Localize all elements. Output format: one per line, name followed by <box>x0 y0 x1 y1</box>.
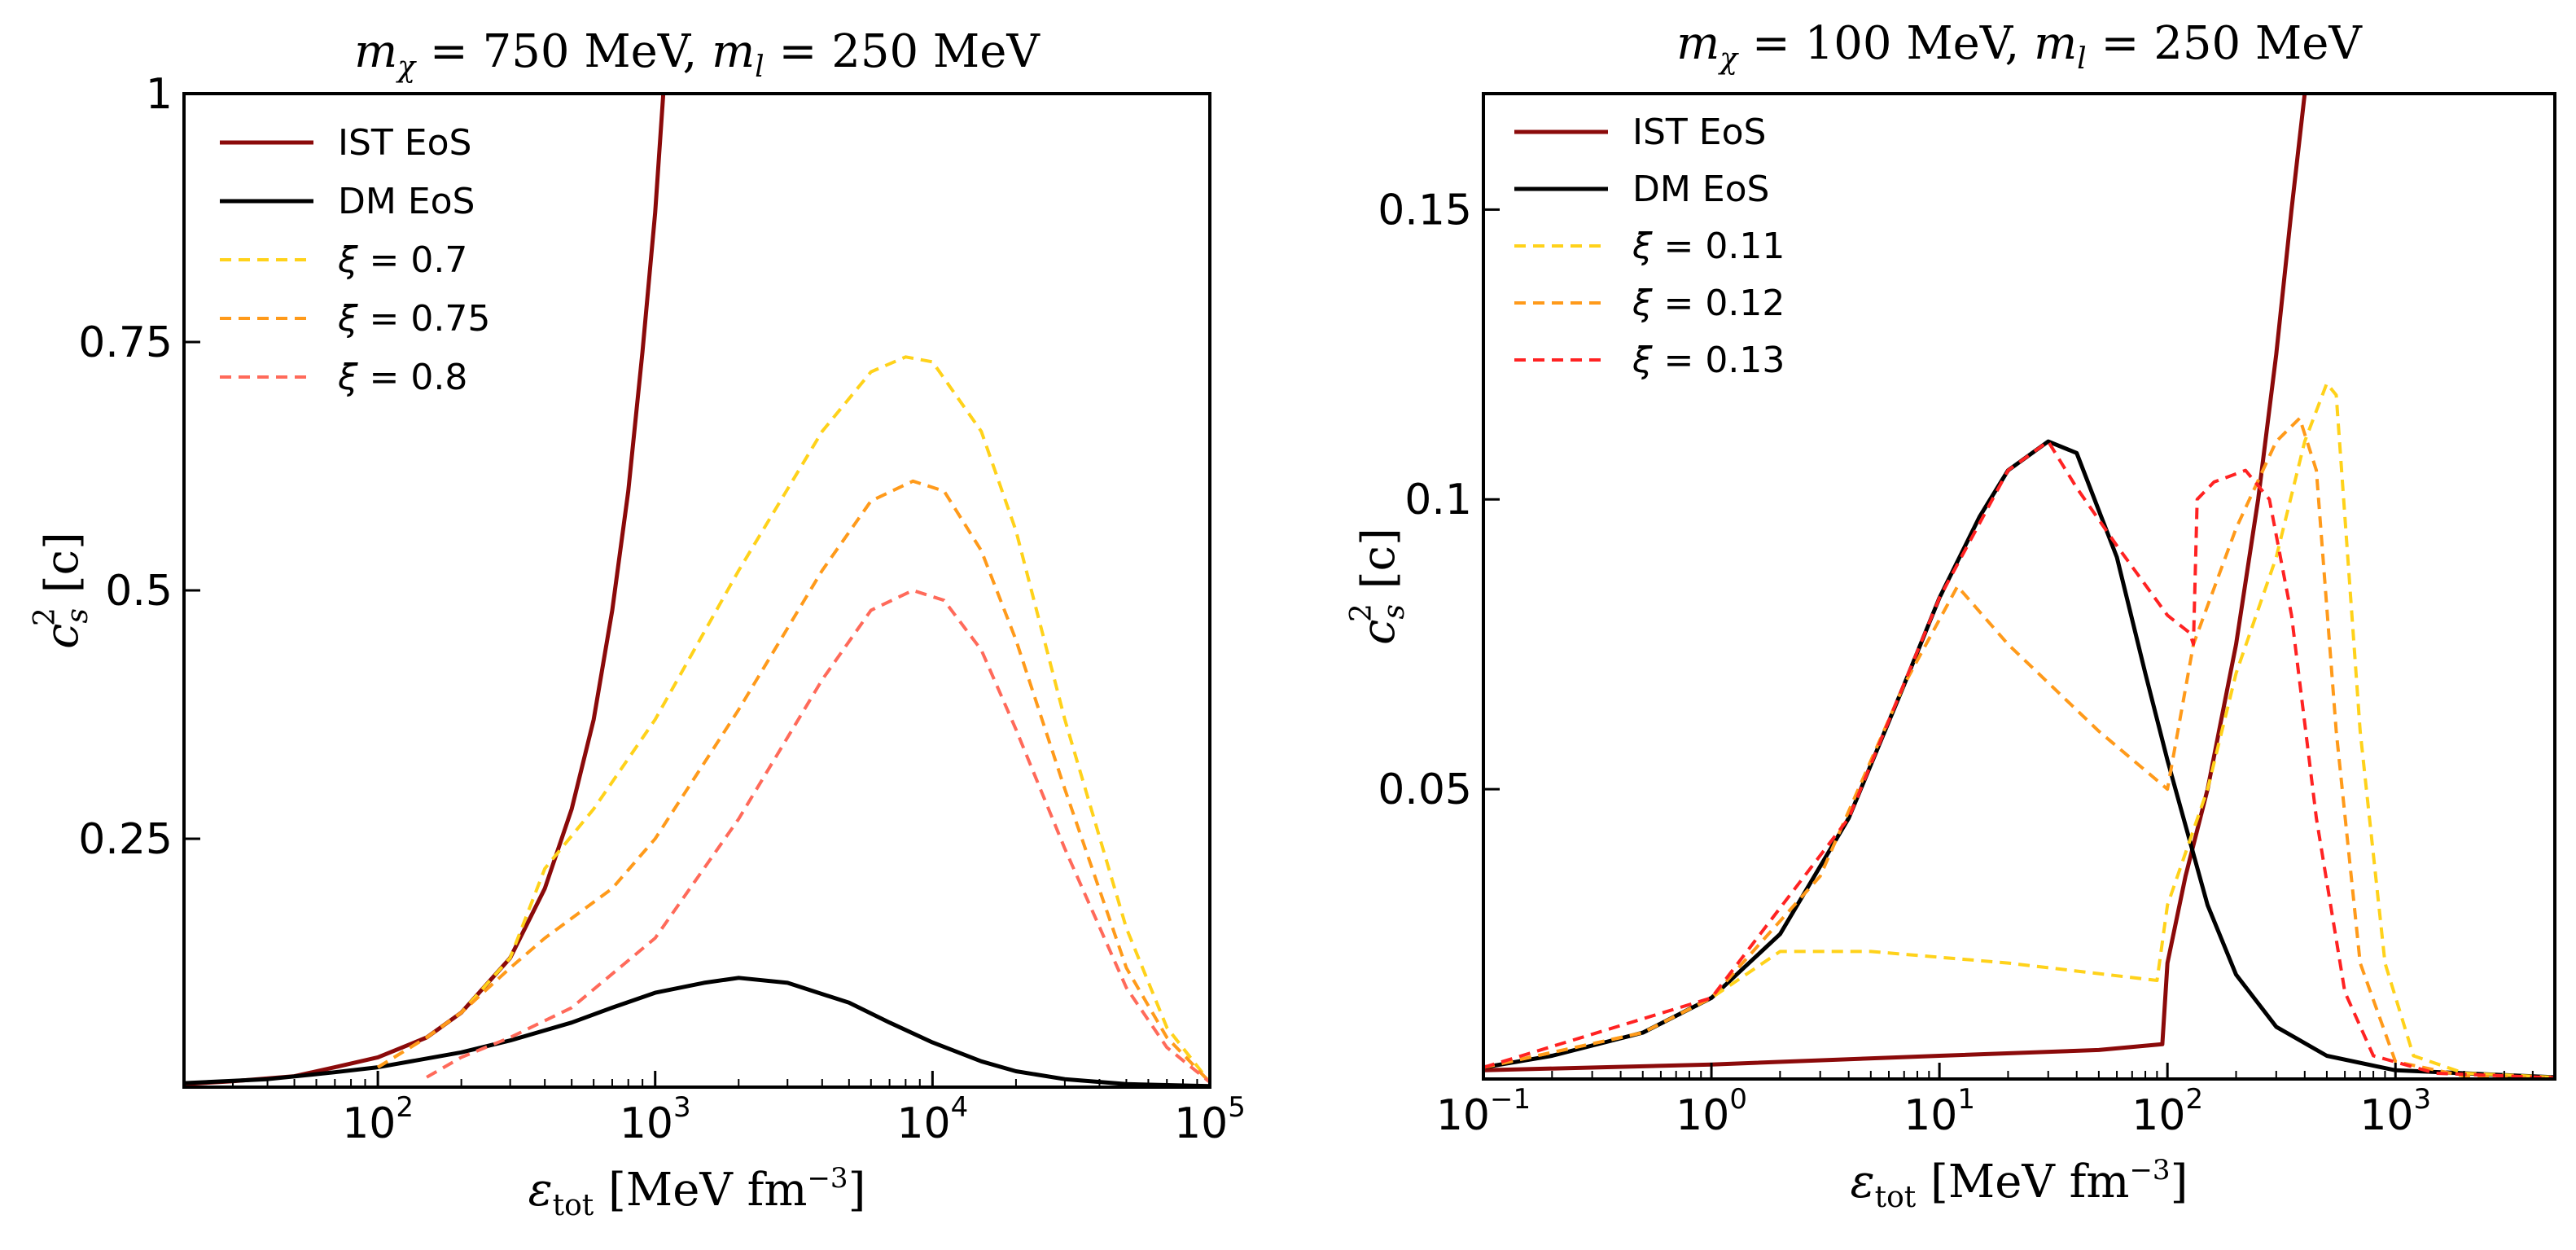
right-xtick-label: 100 <box>1676 1083 1747 1140</box>
right-series-xi-0-13 <box>1483 440 2555 1079</box>
right-chart-title: mχ = 100 MeV, ml = 250 MeV <box>1676 17 2363 76</box>
left-chart-legend: IST EoS DM EoS ξ = 0.7 ξ = 0.75 ξ = 0.8 <box>220 122 490 398</box>
left-series-xi-0-75 <box>377 479 1210 1084</box>
right-legend-label-xi-0-11: ξ = 0.11 <box>1632 226 1785 267</box>
right-series-xi-0-12 <box>1483 416 2555 1079</box>
left-ytick-label: 0.75 <box>78 318 173 367</box>
left-xtick-label: 105 <box>1174 1091 1246 1148</box>
left-series-ist-eos <box>184 94 666 1086</box>
right-ytick-label: 0.1 <box>1404 476 1472 524</box>
left-xtick-label: 104 <box>896 1091 968 1148</box>
left-chart-ylabel: cs2 [c] <box>28 532 94 649</box>
right-chart-xlabel: εtot [MeV fm−3] <box>1851 1154 2188 1214</box>
right-ytick-label: 0.05 <box>1378 765 1472 814</box>
right-chart-ylabel: cs2 [c] <box>1345 528 1411 645</box>
right-legend-label-xi-0-12: ξ = 0.12 <box>1632 283 1785 324</box>
left-chart: mχ = 750 MeV, ml = 250 MeV 102 103 104 105 0… <box>28 25 1246 1222</box>
left-legend-label-xi-0-8: ξ = 0.8 <box>337 357 467 398</box>
right-series-xi-0-11 <box>1483 381 2555 1079</box>
left-chart-xlabel: εtot [MeV fm−3] <box>528 1162 866 1222</box>
left-chart-ticks: 102 103 104 105 0.25 0.5 0.75 1 <box>78 70 1246 1148</box>
right-xtick-label: 103 <box>2359 1083 2431 1140</box>
left-chart-title: mχ = 750 MeV, ml = 250 MeV <box>354 25 1040 84</box>
right-chart: mχ = 100 MeV, ml = 250 MeV 10−1 100 101 102… <box>1345 17 2556 1214</box>
left-series-xi-0-8 <box>426 589 1210 1084</box>
left-series-xi-0-7 <box>377 355 1210 1084</box>
left-legend-label-xi-0-75: ξ = 0.75 <box>337 298 490 340</box>
left-legend-label-dm-eos: DM EoS <box>338 181 475 222</box>
right-xtick-label: 10−1 <box>1436 1083 1531 1140</box>
left-legend-label-xi-0-7: ξ = 0.7 <box>337 239 467 281</box>
right-legend-label-xi-0-13: ξ = 0.13 <box>1632 340 1785 381</box>
left-series-dm-eos <box>184 976 1210 1087</box>
left-ytick-label: 0.5 <box>105 567 173 616</box>
left-xtick-label: 102 <box>342 1091 414 1148</box>
right-xtick-label: 102 <box>2131 1083 2203 1140</box>
right-xtick-label: 101 <box>1904 1083 1975 1140</box>
left-ytick-label: 0.25 <box>78 815 173 864</box>
right-legend-label-dm-eos: DM EoS <box>1632 169 1769 210</box>
right-chart-legend: IST EoS DM EoS ξ = 0.11 ξ = 0.12 ξ = 0.13 <box>1514 112 1785 381</box>
right-chart-ticks: 10−1 100 101 102 103 0.05 0.1 0.15 <box>1378 186 2534 1140</box>
right-chart-series-group <box>1483 94 2555 1079</box>
right-ytick-label: 0.15 <box>1378 186 1472 235</box>
right-series-dm-eos <box>1483 439 2555 1079</box>
left-xtick-label: 103 <box>620 1091 691 1148</box>
left-ytick-label: 1 <box>146 70 173 119</box>
right-chart-frame <box>1482 92 2556 1081</box>
right-series-ist-eos <box>1483 94 2307 1072</box>
left-chart-series-group <box>184 94 1210 1087</box>
right-legend-label-ist-eos: IST EoS <box>1632 112 1766 153</box>
left-legend-label-ist-eos: IST EoS <box>338 122 471 164</box>
